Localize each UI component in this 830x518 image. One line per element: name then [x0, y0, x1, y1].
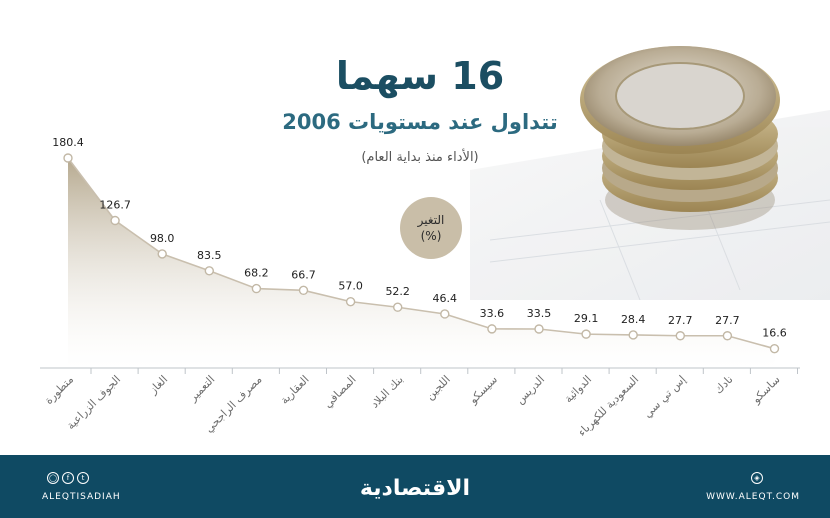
data-point [204, 266, 215, 276]
category-label: العقارية [278, 373, 312, 407]
badge-unit: (%) [420, 229, 442, 243]
performance-note: (الأداء منذ بداية العام) [361, 150, 479, 165]
category-label: الغاز [146, 373, 170, 397]
website-link[interactable]: WWW.ALEQT.COM [706, 492, 800, 502]
category-label: الدوائية [562, 373, 594, 405]
category-label: المصافي [321, 373, 359, 411]
category-label: نادك [712, 373, 736, 397]
page-subtitle: تتداول عند مستويات 2006 [282, 110, 558, 134]
data-label: 33.5 [527, 307, 552, 320]
category-label: إس تي سي [641, 373, 688, 420]
data-point [769, 343, 780, 354]
data-label: 83.5 [197, 249, 222, 262]
data-label: 28.4 [621, 313, 646, 326]
facebook-icon[interactable]: f [62, 472, 74, 484]
data-point [110, 215, 120, 226]
data-label: 126.7 [99, 199, 131, 212]
category-label: التعمير [186, 373, 218, 405]
footer-bar [0, 455, 830, 518]
data-label: 66.7 [291, 268, 316, 281]
data-label: 68.2 [244, 267, 269, 280]
category-label: بنك البلاد [368, 373, 406, 411]
data-point [675, 331, 685, 341]
category-label: متطورة [42, 373, 76, 407]
data-point [722, 331, 733, 341]
data-point [534, 324, 544, 334]
data-point [581, 329, 591, 339]
social-icons: ◯ f t [47, 472, 89, 484]
data-label: 27.7 [668, 314, 693, 327]
data-label: 98.0 [150, 232, 175, 245]
data-point [393, 302, 403, 312]
data-point [345, 296, 356, 307]
category-label: سيسكو [466, 373, 500, 407]
change-badge: التغير (%) [400, 197, 462, 259]
page-title: 16 سهما [335, 54, 505, 98]
category-label: ساسكو [749, 373, 783, 407]
series-line [67, 157, 775, 350]
data-label: 180.4 [52, 136, 84, 149]
data-point [487, 324, 497, 334]
data-point [298, 285, 309, 296]
data-label: 29.1 [574, 312, 599, 325]
web-icon[interactable]: ◈ [751, 472, 763, 484]
coins-illustration [470, 46, 830, 300]
category-label: اللجين [423, 373, 453, 403]
badge-label: التغير [417, 212, 445, 227]
data-point [440, 309, 450, 319]
brand-logo: الاقتصادية [359, 476, 471, 501]
social-handle[interactable]: ALEQTISADIAH [42, 492, 121, 502]
coin-stack [580, 46, 780, 230]
area-fill [68, 158, 775, 368]
instagram-icon[interactable]: ◯ [47, 472, 59, 484]
twitter-icon[interactable]: t [77, 472, 89, 484]
data-label: 33.6 [480, 307, 505, 320]
data-point [251, 283, 262, 294]
category-label: الدريس [513, 373, 547, 407]
data-point [628, 330, 638, 340]
data-point [157, 249, 167, 259]
data-label: 16.6 [762, 327, 787, 340]
data-label: 57.0 [338, 280, 363, 293]
data-label: 27.7 [715, 314, 740, 327]
data-label: 46.4 [433, 292, 458, 305]
chart: 180.4 126.7 98.0 83.5 68.2 66.7 57.0 52.2 46.4 33… [40, 136, 800, 439]
data-point [63, 153, 73, 163]
data-label: 52.2 [385, 285, 410, 298]
